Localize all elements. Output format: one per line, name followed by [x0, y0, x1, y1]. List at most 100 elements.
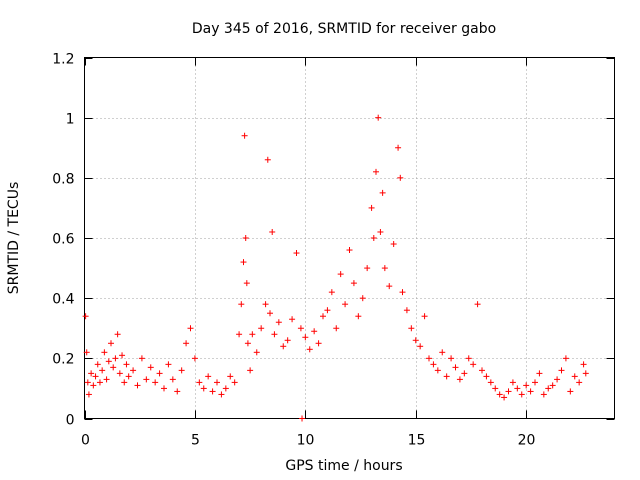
data-point	[536, 370, 543, 377]
x-tick-label: 5	[191, 433, 200, 449]
data-point	[532, 379, 538, 386]
data-point	[306, 346, 313, 353]
data-point	[236, 331, 243, 338]
data-point	[205, 373, 212, 380]
data-point	[231, 379, 238, 386]
data-point	[359, 295, 366, 302]
data-point	[169, 376, 176, 383]
x-tick-label: 15	[408, 433, 426, 449]
data-point	[311, 328, 318, 335]
data-point	[196, 379, 203, 386]
data-point	[191, 355, 198, 362]
data-point	[297, 325, 304, 332]
data-point	[271, 331, 278, 338]
data-point	[161, 385, 167, 392]
data-point	[242, 235, 249, 241]
data-point	[483, 373, 490, 380]
data-point	[328, 289, 335, 296]
data-point	[147, 364, 154, 371]
data-point	[479, 367, 485, 374]
data-point	[571, 373, 578, 380]
data-point	[249, 331, 256, 338]
data-point	[514, 385, 521, 392]
data-point	[386, 283, 393, 290]
data-point	[549, 382, 556, 389]
data-point	[408, 325, 415, 332]
y-tick-label: 0	[66, 413, 75, 429]
data-point	[110, 364, 117, 371]
data-point	[381, 265, 388, 272]
x-tick-label: 10	[297, 433, 315, 449]
data-point	[379, 189, 386, 196]
data-point	[518, 391, 525, 398]
data-point	[439, 349, 446, 356]
data-point	[342, 301, 349, 308]
data-point	[214, 379, 220, 386]
data-point	[567, 388, 574, 395]
data-point	[426, 355, 432, 362]
data-point	[448, 355, 455, 362]
data-point	[443, 373, 450, 380]
data-point	[284, 337, 291, 344]
y-axis-label: SRMTID / TECUs	[6, 182, 22, 295]
data-point	[178, 367, 185, 374]
chart-title: Day 345 of 2016, SRMTID for receiver gab…	[192, 21, 496, 37]
data-point	[123, 361, 130, 368]
data-point	[302, 334, 309, 341]
data-point	[545, 385, 552, 392]
data-point	[112, 355, 119, 362]
data-point	[244, 340, 251, 347]
data-point	[412, 337, 419, 344]
data-point	[456, 376, 463, 383]
data-point	[395, 144, 402, 151]
data-point	[218, 391, 225, 398]
data-point	[200, 385, 207, 392]
data-point	[209, 388, 216, 395]
data-point	[267, 310, 273, 317]
data-point	[83, 349, 90, 356]
data-point	[240, 259, 247, 266]
data-point	[501, 394, 508, 401]
data-point	[138, 355, 145, 362]
data-point	[119, 352, 126, 359]
data-point	[461, 370, 468, 377]
data-point	[238, 301, 245, 308]
data-point	[108, 340, 114, 347]
data-point	[527, 388, 534, 395]
data-point	[262, 301, 269, 308]
data-point	[417, 343, 424, 350]
data-point	[156, 370, 163, 377]
data-point	[375, 114, 382, 121]
data-point	[264, 156, 271, 163]
data-point	[320, 313, 326, 320]
grid	[84, 57, 615, 419]
data-point	[134, 382, 141, 389]
data-point	[125, 373, 132, 380]
data-point	[289, 316, 296, 323]
data-point	[509, 379, 516, 386]
data-point	[143, 376, 150, 383]
data-point	[558, 367, 565, 374]
data-point	[269, 228, 276, 235]
data-point	[183, 340, 190, 347]
data-point	[346, 247, 353, 254]
data-point	[227, 373, 234, 380]
data-point	[487, 379, 494, 386]
data-point	[84, 379, 91, 386]
data-point	[88, 370, 95, 377]
data-point	[576, 379, 583, 386]
data-point	[101, 349, 108, 356]
data-points	[82, 114, 589, 422]
data-point	[103, 376, 110, 383]
x-tick-label: 20	[518, 433, 536, 449]
data-point	[99, 367, 106, 374]
y-tick-label: 0.8	[52, 172, 74, 188]
data-point	[421, 313, 428, 320]
data-point	[174, 388, 181, 395]
data-point	[293, 250, 300, 257]
data-point	[222, 385, 229, 392]
data-point	[299, 415, 306, 422]
data-point	[130, 367, 137, 374]
data-point	[333, 325, 340, 332]
data-point	[505, 388, 512, 395]
